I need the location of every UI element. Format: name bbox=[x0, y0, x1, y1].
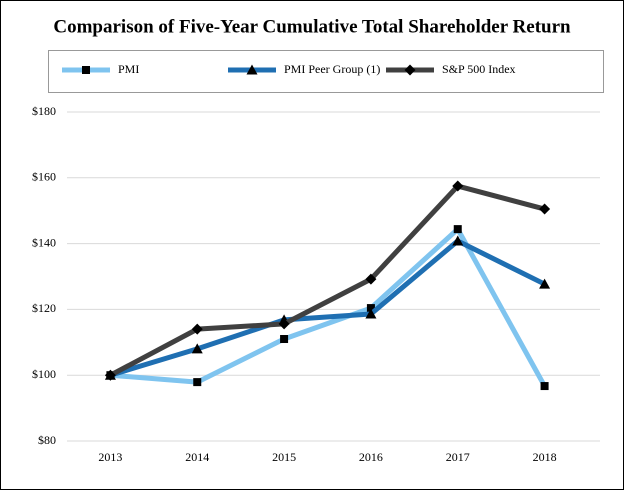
series-line bbox=[109, 238, 546, 378]
marker bbox=[246, 64, 258, 75]
marker bbox=[453, 225, 462, 234]
marker bbox=[278, 318, 290, 330]
marker bbox=[104, 369, 116, 381]
marker bbox=[82, 66, 90, 74]
marker bbox=[539, 203, 551, 215]
y-tick-label: $140 bbox=[32, 235, 56, 249]
series-line bbox=[110, 226, 547, 388]
x-tick-label: 2015 bbox=[272, 450, 296, 464]
marker bbox=[365, 308, 377, 319]
marker bbox=[365, 273, 377, 285]
y-tick-label: $160 bbox=[32, 170, 56, 184]
x-tick-label: 2017 bbox=[446, 450, 470, 464]
marker bbox=[193, 378, 202, 387]
marker bbox=[191, 343, 203, 354]
legend-label: PMI bbox=[118, 62, 139, 76]
marker bbox=[280, 335, 289, 344]
marker bbox=[452, 180, 464, 192]
y-tick-label: $100 bbox=[32, 367, 56, 381]
y-tick-label: $180 bbox=[32, 104, 56, 118]
marker bbox=[540, 382, 549, 391]
y-tick-label: $120 bbox=[32, 301, 56, 315]
series-line bbox=[109, 183, 546, 378]
marker bbox=[366, 304, 375, 313]
x-tick-label: 2016 bbox=[359, 450, 383, 464]
marker bbox=[452, 235, 464, 246]
chart-title: Comparison of Five-Year Cumulative Total… bbox=[53, 16, 571, 37]
y-tick-label: $80 bbox=[38, 433, 56, 447]
marker bbox=[539, 278, 551, 289]
x-tick-label: 2014 bbox=[185, 450, 209, 464]
legend-label: S&P 500 Index bbox=[442, 62, 516, 76]
legend-label: PMI Peer Group (1) bbox=[284, 62, 380, 76]
marker bbox=[404, 64, 416, 76]
legend-box bbox=[48, 50, 604, 93]
x-tick-label: 2018 bbox=[533, 450, 557, 464]
x-tick-label: 2013 bbox=[98, 450, 122, 464]
marker bbox=[191, 323, 203, 335]
